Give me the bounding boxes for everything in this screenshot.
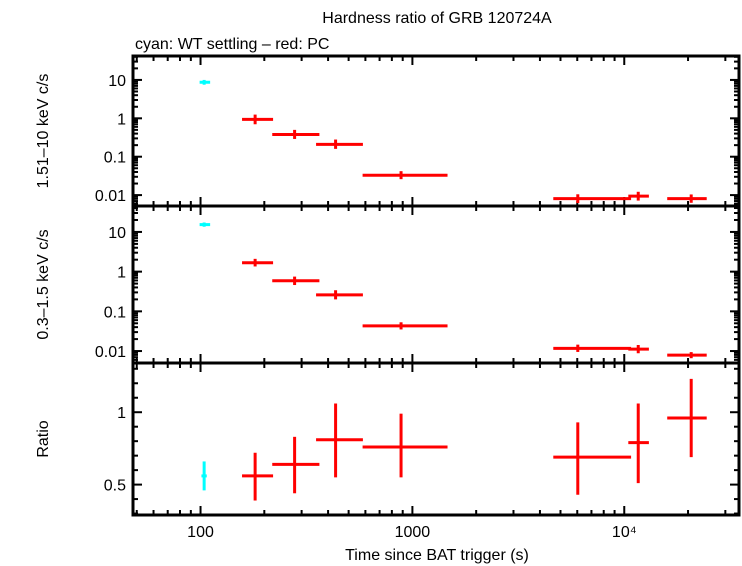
chart-subtitle: cyan: WT settling – red: PC xyxy=(135,36,329,53)
data-point xyxy=(667,194,707,203)
chart-title: Hardness ratio of GRB 120724A xyxy=(322,10,552,27)
y-tick-label: 1 xyxy=(117,111,126,128)
y-tick-label: 1 xyxy=(117,265,126,282)
data-point xyxy=(201,461,207,491)
x-axis-label: Time since BAT trigger (s) xyxy=(345,547,529,564)
data-point xyxy=(553,422,632,495)
y-tick-label: 1 xyxy=(117,405,126,422)
panel-frame xyxy=(131,54,741,208)
data-point xyxy=(667,352,707,359)
data-point xyxy=(667,378,707,458)
panel-frame xyxy=(131,204,741,365)
y-tick-label: 10 xyxy=(108,225,126,242)
data-point xyxy=(628,403,649,484)
data-point xyxy=(242,258,274,267)
data-point xyxy=(272,276,320,286)
panel-frame xyxy=(131,361,741,517)
data-point xyxy=(272,129,320,139)
y-tick-label: 0.1 xyxy=(104,304,126,321)
data-point xyxy=(553,344,632,352)
x-tick-label: 100 xyxy=(187,524,214,541)
data-point xyxy=(316,403,363,478)
y-axis-label: 0.3–1.5 keV c/s xyxy=(35,229,52,339)
y-tick-label: 10 xyxy=(108,73,126,90)
data-point xyxy=(199,79,211,85)
y-axis-label: Ratio xyxy=(35,420,52,457)
data-point xyxy=(553,194,632,204)
y-axis-label: 1.51–10 keV c/s xyxy=(35,74,52,189)
data-point xyxy=(362,322,448,330)
data-point xyxy=(362,413,448,478)
y-tick-label: 0.01 xyxy=(95,188,126,205)
data-point xyxy=(316,290,363,300)
x-tick-label: 10⁴ xyxy=(612,524,637,541)
data-point xyxy=(242,452,274,501)
x-tick-label: 1000 xyxy=(395,524,431,541)
data-point xyxy=(628,345,649,354)
data-point xyxy=(199,222,211,227)
y-tick-label: 0.01 xyxy=(95,344,126,361)
data-point xyxy=(272,436,320,494)
data-point xyxy=(242,114,274,125)
data-point xyxy=(362,171,448,180)
y-tick-label: 0.5 xyxy=(104,478,126,495)
data-point xyxy=(628,191,649,201)
data-point xyxy=(316,139,363,149)
y-tick-label: 0.1 xyxy=(104,150,126,167)
